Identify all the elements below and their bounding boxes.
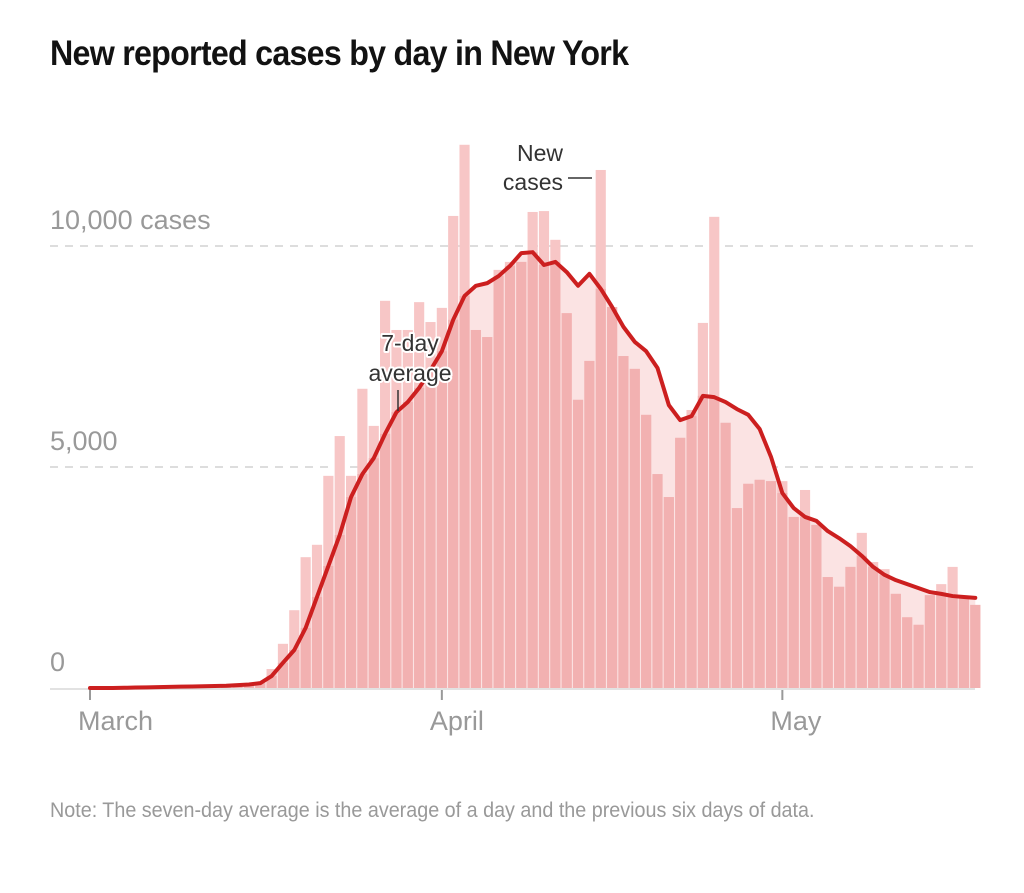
annotation-new-cases: cases [503, 169, 563, 195]
annotation-7-day-average: 7-day [381, 330, 439, 356]
bar-under-average [345, 497, 357, 688]
x-tick-label: May [770, 706, 822, 736]
average-line-layer [88, 250, 978, 690]
y-axis-labels: 0 5,000 10,000 cases [50, 205, 211, 677]
bar-under-average [561, 313, 572, 688]
x-axis [50, 688, 975, 700]
bar-under-average [572, 399, 584, 688]
x-tick-label: April [430, 706, 484, 736]
bar-under-average [391, 412, 402, 688]
chart-title: New reported cases by day in New York [50, 34, 629, 73]
bar-under-average [936, 593, 947, 688]
bar-under-average [754, 479, 765, 688]
bar-under-average [414, 387, 425, 688]
bar-under-average [868, 566, 879, 688]
chart-note: Note: The seven-day average is the avera… [50, 799, 815, 822]
bar-under-average [311, 596, 323, 688]
bar-under-average [834, 586, 845, 688]
bar-under-average [788, 516, 799, 688]
bar-under-average [470, 329, 481, 688]
bar-under-average [538, 265, 550, 688]
bar-under-average [334, 535, 345, 688]
bar-under-average [482, 337, 493, 688]
bar-under-average [629, 368, 640, 688]
bar-under-average [289, 649, 300, 688]
bar-under-average [266, 676, 277, 688]
bar-under-average [970, 604, 981, 688]
bar-under-average [595, 288, 606, 688]
gridlines [50, 245, 975, 468]
bar-under-average [924, 595, 935, 688]
bar-under-average [697, 395, 708, 688]
bar-under-average [255, 683, 266, 688]
bar-under-average [720, 422, 731, 688]
bar-under-average [448, 319, 459, 688]
bar-under-average [516, 261, 527, 688]
bar-under-average [890, 593, 901, 688]
bar-under-average [811, 524, 822, 688]
bar-under-average [323, 566, 334, 688]
x-axis-labels: March April May [78, 706, 822, 736]
bar-under-average [799, 516, 811, 688]
bars-layer [221, 144, 981, 689]
bar-under-average [879, 574, 890, 688]
bar-under-average [641, 414, 652, 688]
bar-under-average [902, 617, 913, 688]
bar-under-average [958, 596, 970, 688]
bar-under-average [913, 624, 924, 688]
bar-under-average [380, 433, 391, 688]
bar-under-average [584, 360, 595, 688]
bar-under-average [550, 261, 561, 688]
bar-under-average [504, 265, 516, 688]
bar-under-average [425, 370, 436, 688]
annotation-new-cases: New [517, 140, 563, 166]
bar-under-average [368, 458, 379, 688]
annotation-7-day-average: average [368, 360, 451, 386]
bar-under-average [856, 555, 867, 688]
bar-under-average [607, 306, 618, 688]
bar-under-average [357, 474, 368, 688]
bar-under-average [652, 474, 663, 688]
bar-under-average [743, 483, 754, 688]
bar-under-average [493, 276, 504, 688]
y-tick-label: 10,000 cases [50, 205, 211, 235]
bar-under-average [947, 596, 958, 688]
bar-under-average [527, 252, 538, 689]
bar-under-average [845, 566, 856, 688]
bar-under-average [402, 402, 413, 688]
y-tick-label: 5,000 [50, 426, 118, 456]
bar-under-average [300, 627, 311, 688]
bar-under-average [686, 416, 697, 688]
x-tick-label: March [78, 706, 153, 736]
bar-under-average [822, 577, 833, 688]
y-tick-label: 0 [50, 647, 65, 677]
bar-under-average [459, 295, 470, 688]
bar-under-average [709, 397, 720, 688]
average-line [88, 250, 978, 690]
bar-under-average [777, 493, 788, 688]
annotations: New cases 7-day average [366, 138, 592, 411]
bar-under-average [731, 508, 743, 688]
bar-under-average [765, 481, 777, 688]
bar-under-average [663, 497, 674, 688]
bar-under-average [618, 356, 629, 688]
bar-under-average [436, 351, 447, 688]
bar-under-average [277, 662, 289, 688]
bar-under-average [675, 437, 686, 688]
